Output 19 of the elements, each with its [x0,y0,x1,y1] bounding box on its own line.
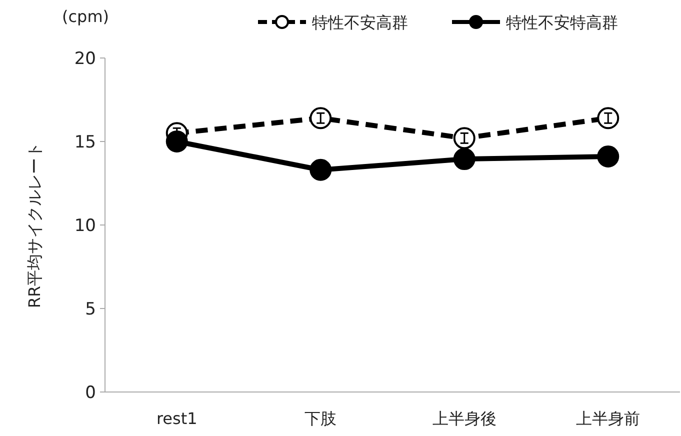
legend-特性不安特高群: 特性不安特高群 [452,13,618,32]
text: (cpm) [62,7,110,26]
y-tick-label: 0 [85,383,96,403]
y-tick-label: 20 [74,49,96,69]
x-tick-label: rest1 [156,409,198,428]
point [597,146,620,168]
y-tick-label: 10 [74,216,96,236]
x-tick-label: 上半身前 [576,409,640,428]
y-axis-title: RR平均サイクルレート [25,142,44,308]
x-tick-label: 下肢 [304,409,337,428]
x-tick-label: 上半身後 [432,409,496,428]
point [166,130,188,152]
legend-label: 特性不安特高群 [506,13,618,32]
y-tick-label: 5 [85,300,96,320]
point [453,148,476,170]
legend-特性不安高群: 特性不安高群 [258,13,408,32]
y-tick-label: 15 [74,132,96,152]
legend-label: 特性不安高群 [312,13,408,32]
point [310,158,332,181]
